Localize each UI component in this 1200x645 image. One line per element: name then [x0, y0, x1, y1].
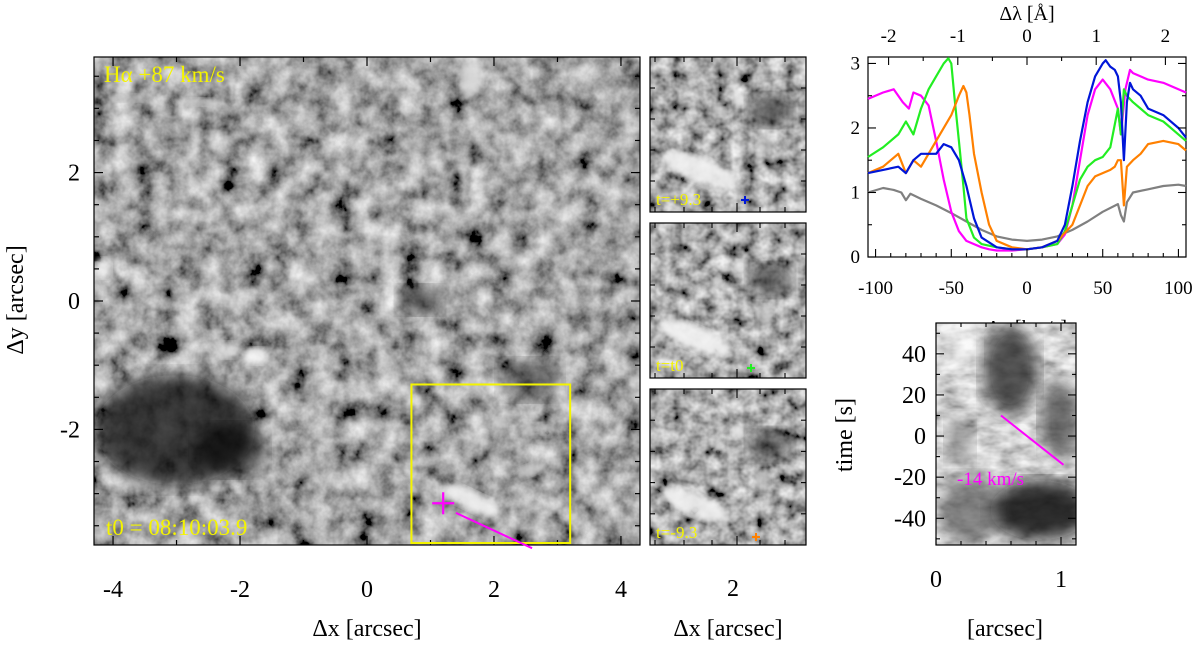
main-image-time-label: t0 = 08:10:03.9	[106, 515, 247, 540]
profile-y-tick-label: 0	[851, 247, 861, 268]
main-image-label: Hα +87 km/s	[104, 62, 225, 87]
time-slice-y-tick-label: 0	[914, 424, 926, 450]
main-x-tick-label: 4	[615, 577, 627, 603]
time-slice-y-tick-label: 20	[902, 383, 926, 409]
main-y-tick-label: 0	[68, 289, 80, 315]
cutout-image-plus	[650, 57, 806, 212]
profile-line-0	[867, 183, 1187, 242]
profile-x2-tick-label: -1	[950, 26, 966, 47]
cutout-image-minus	[650, 389, 806, 545]
main-axis-ticks: -4 -2 0 2 4 -2 0 2	[60, 57, 640, 603]
cutout-label-plus: t=+9.3	[656, 190, 701, 209]
main-y-tick-label: 2	[68, 161, 80, 187]
main-x-axis-title: Δx [arcsec]	[312, 616, 421, 642]
roi-box	[410, 383, 572, 545]
time-slice-axis-ticks: 0 1 -40 -20 0 20 40	[894, 323, 1076, 593]
profile-x-tick-label: 100	[1164, 278, 1193, 299]
profile-y-tick-label: 1	[851, 182, 861, 203]
profile-x2-tick-label: 1	[1091, 26, 1101, 47]
main-y-axis-title: Δy [arcsec]	[3, 245, 29, 354]
cutout-image-t0	[650, 223, 806, 378]
main-x-tick-label: 2	[488, 577, 500, 603]
velocity-fit-line	[1000, 414, 1065, 466]
time-slice-panel: 0 1 -40 -20 0 20 40 -14 km/s [arcsec] time [s]	[832, 322, 1077, 642]
cutout-x-tick-label: 2	[727, 576, 739, 602]
main-x-tick-label: 0	[361, 577, 373, 603]
slit-line	[455, 511, 533, 550]
profile-x-tick-label: 0	[1022, 278, 1032, 299]
cutout-label-minus: t=-9.3	[656, 523, 697, 542]
time-slice-x-tick-label: 0	[930, 567, 942, 593]
time-slice-y-tick-label: 40	[902, 342, 926, 368]
velocity-label: -14 km/s	[957, 469, 1024, 490]
profile-y-tick-label: 3	[851, 53, 861, 74]
profile-x-tick-label: -50	[939, 278, 964, 299]
cutout-frame-minus	[649, 388, 807, 546]
profile-x2-tick-label: 0	[1022, 26, 1032, 47]
profile-x2-tick-label: -2	[881, 26, 897, 47]
main-x-tick-label: -2	[230, 577, 250, 603]
cutout-frame-plus	[649, 56, 807, 213]
main-image-panel: -4 -2 0 2 4-202 Hα +87 km/s t0 = 08:10:03.9 …	[3, 56, 641, 642]
time-slice-y-axis-title: time [s]	[832, 398, 858, 472]
cutout-axis-ticks	[650, 57, 806, 545]
main-image	[94, 57, 640, 545]
profile-axis-ticks: -100 -50 0 50 100 -2 -1 0 1 2 0 1 2 3	[851, 26, 1193, 299]
profile-x2-axis-title: Δλ [Å]	[999, 3, 1054, 25]
cutout-panels: t=+9.3 t=t0 t=-9.3 2 Δx [arcsec]	[649, 56, 807, 642]
time-slice-x-tick-label: 1	[1055, 567, 1067, 593]
profile-y-tick-label: 2	[851, 118, 861, 139]
time-slice-y-tick-label: -20	[894, 465, 926, 491]
profile-x-tick-label: 50	[1093, 278, 1112, 299]
time-slice-y-tick-label: -40	[894, 506, 926, 532]
time-slice-frame	[935, 322, 1077, 546]
time-slice-overlays	[1000, 414, 1065, 466]
profile-x-tick-label: -100	[858, 278, 893, 299]
main-x-tick-label: -4	[103, 577, 123, 603]
cutout-x-axis-title: Δx [arcsec]	[673, 616, 782, 642]
cutout-frame-t0	[649, 222, 807, 379]
profile-x2-tick-label: 2	[1161, 26, 1171, 47]
main-image-overlays	[410, 383, 572, 550]
profile-line-4	[867, 59, 1187, 251]
main-y-tick-label: -2	[60, 417, 80, 443]
time-slice-x-axis-title: [arcsec]	[967, 616, 1043, 642]
time-slice-image	[936, 323, 1076, 545]
cutout-markers	[741, 196, 760, 541]
cutout-label-t0: t=t0	[656, 356, 684, 375]
